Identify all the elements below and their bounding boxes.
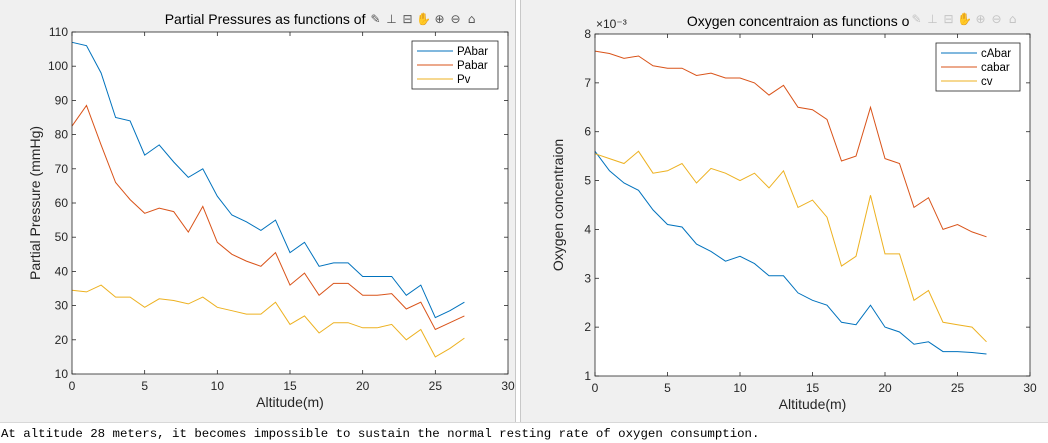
legend-entry-pabar: PAbar bbox=[457, 46, 488, 58]
brush-icon[interactable]: ✎ bbox=[370, 12, 381, 26]
legend-entry-cabar: cabar bbox=[981, 62, 1010, 74]
x-tick-label: 30 bbox=[501, 379, 515, 393]
series-line-cabar bbox=[594, 151, 987, 355]
series-line-pv bbox=[71, 284, 465, 358]
home-icon[interactable]: ⌂ bbox=[1008, 12, 1017, 26]
x-axis-label: Altitude(m) bbox=[779, 396, 847, 412]
pan-hand-icon[interactable]: ✋ bbox=[416, 12, 431, 26]
y-tick-label: 5 bbox=[584, 174, 591, 188]
zoom-in-icon[interactable]: ⊕ bbox=[434, 12, 445, 26]
y-tick-label: 50 bbox=[55, 230, 69, 244]
x-tick-label: 0 bbox=[592, 381, 599, 395]
y-tick-label: 2 bbox=[584, 320, 591, 334]
y-tick-label: 40 bbox=[55, 264, 69, 278]
y-tick-label: 90 bbox=[55, 93, 69, 107]
x-tick-label: 5 bbox=[664, 381, 671, 395]
partial-pressure-chart: Partial Pressures as functions of Altitu… bbox=[27, 11, 515, 410]
brush-icon[interactable]: ✎ bbox=[911, 12, 922, 26]
oxygen-concentration-chart: Oxygen concentraion as functions of Alti… bbox=[550, 13, 1037, 412]
y-tick-label: 3 bbox=[584, 271, 591, 285]
x-tick-label: 0 bbox=[69, 379, 76, 393]
x-tick-label: 25 bbox=[951, 381, 965, 395]
series-line-pabar bbox=[71, 104, 465, 331]
y-tick-label: 80 bbox=[55, 128, 69, 142]
chart-title: Oxygen concentraion as functions of Alti… bbox=[687, 13, 963, 29]
figure-oxygen-concentration: Oxygen concentraion as functions of Alti… bbox=[521, 0, 1048, 422]
x-axis-label: Altitude(m) bbox=[256, 394, 324, 410]
save-icon[interactable]: ⊟ bbox=[402, 12, 413, 26]
data-tip-icon[interactable]: ⊥ bbox=[386, 12, 397, 26]
x-tick-label: 30 bbox=[1023, 381, 1037, 395]
save-icon[interactable]: ⊟ bbox=[943, 12, 954, 26]
x-tick-label: 20 bbox=[878, 381, 892, 395]
command-window-output: At altitude 28 meters, it becomes imposs… bbox=[0, 422, 1048, 443]
series-line-pabar bbox=[71, 41, 465, 319]
x-tick-label: 15 bbox=[283, 379, 297, 393]
zoom-out-icon[interactable]: ⊖ bbox=[991, 12, 1002, 26]
y-tick-label: 110 bbox=[49, 25, 68, 39]
legend-entry-pv: Pv bbox=[457, 74, 471, 86]
legend-entry-pabar: Pabar bbox=[457, 60, 488, 72]
y-tick-label: 7 bbox=[584, 76, 591, 90]
x-tick-label: 20 bbox=[356, 379, 370, 393]
y-tick-label: 8 bbox=[584, 27, 591, 41]
y-tick-label: 60 bbox=[55, 196, 69, 210]
y-axis-label: Partial Pressure (mmHg) bbox=[27, 126, 43, 280]
pan-hand-icon[interactable]: ✋ bbox=[957, 12, 972, 26]
zoom-out-icon[interactable]: ⊖ bbox=[450, 12, 461, 26]
y-tick-label: 4 bbox=[584, 222, 591, 236]
data-tip-icon[interactable]: ⊥ bbox=[927, 12, 938, 26]
y-tick-label: 30 bbox=[55, 299, 69, 313]
y-tick-label: 1 bbox=[584, 369, 591, 383]
axes-toolbar-right: ✎ ⊥ ⊟ ✋ ⊕ ⊖ ⌂ bbox=[909, 9, 1020, 29]
y-tick-label: 6 bbox=[584, 125, 591, 139]
x-tick-label: 10 bbox=[733, 381, 747, 395]
x-tick-label: 10 bbox=[211, 379, 225, 393]
series-line-cv bbox=[594, 150, 987, 343]
x-tick-label: 5 bbox=[141, 379, 148, 393]
series-line-cabar bbox=[594, 50, 987, 238]
y-scale-exponent: ×10⁻³ bbox=[596, 17, 627, 31]
figure-divider[interactable] bbox=[515, 0, 521, 422]
home-icon[interactable]: ⌂ bbox=[467, 12, 476, 26]
x-tick-label: 25 bbox=[429, 379, 443, 393]
y-tick-label: 100 bbox=[48, 59, 68, 73]
y-tick-label: 70 bbox=[55, 162, 69, 176]
zoom-in-icon[interactable]: ⊕ bbox=[975, 12, 986, 26]
x-tick-label: 15 bbox=[806, 381, 820, 395]
chart-title: Partial Pressures as functions of Altitu… bbox=[165, 11, 416, 27]
y-axis-label: Oxygen concentraion bbox=[550, 139, 566, 271]
legend-entry-cv: cv bbox=[981, 76, 993, 88]
figure-partial-pressures: Partial Pressures as functions of Altitu… bbox=[0, 0, 515, 422]
axes-toolbar-left: ✎ ⊥ ⊟ ✋ ⊕ ⊖ ⌂ bbox=[368, 9, 479, 29]
y-tick-label: 20 bbox=[55, 333, 69, 347]
legend-entry-cabar: cAbar bbox=[981, 48, 1011, 60]
y-tick-label: 10 bbox=[55, 367, 69, 381]
